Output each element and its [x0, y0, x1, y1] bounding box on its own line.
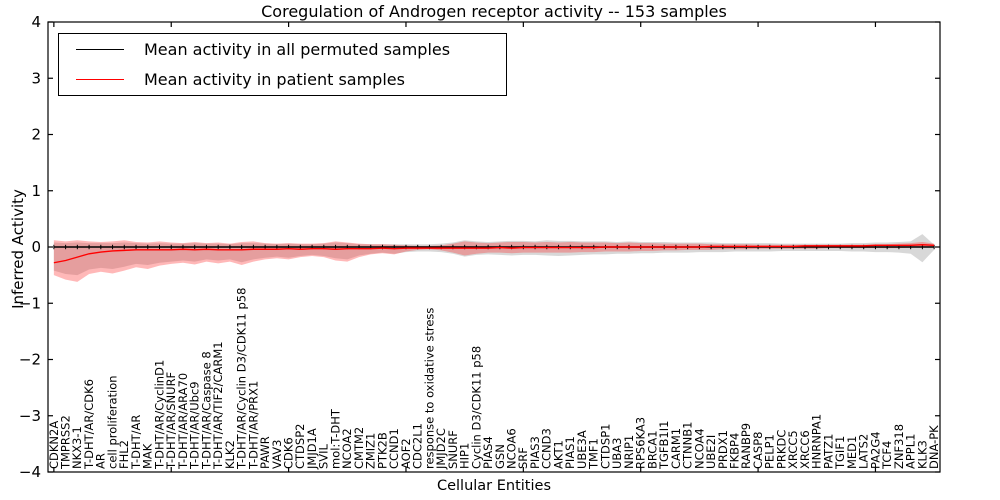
x-category-label: T-DHT/AR/Cyclin D3/CDK11 p58: [235, 288, 249, 470]
x-category-label: JMJD2C: [434, 428, 448, 470]
x-category-label: T-DHT/AR/Caspase 8: [199, 351, 213, 470]
x-category-label: T-DHT/AR/PRX1: [246, 381, 260, 470]
x-category-label: AOF2: [399, 438, 413, 469]
x-category-label: HIP1: [458, 443, 472, 469]
legend-label-permuted: Mean activity in all permuted samples: [144, 40, 451, 60]
x-category-label: response to oxidative stress: [422, 308, 436, 469]
x-category-label: CTDSP1: [598, 424, 612, 469]
x-category-label: PA2G4: [868, 431, 882, 469]
x-category-label: CDC2L1: [411, 423, 425, 469]
x-category-label: PAWR: [258, 436, 272, 469]
x-category-label: NKX3-1: [70, 426, 84, 469]
y-tick-label: 3: [31, 69, 41, 87]
legend-row-patient: Mean activity in patient samples: [59, 66, 506, 93]
x-category-label: T-DHT/AR/SNURF: [164, 372, 178, 470]
x-category-label: CTDSP2: [293, 424, 307, 469]
x-category-label: PIAS3: [528, 436, 542, 469]
patient-samples-range-band: [53, 240, 935, 282]
x-category-label: UBE3A: [575, 430, 589, 469]
y-tick-label: −3: [19, 407, 41, 425]
x-category-label: T-DHT/AR/CyclinD1: [152, 360, 166, 470]
x-category-label: TGFB1I1: [657, 421, 671, 470]
x-category-label: ZNF318: [892, 424, 906, 469]
x-category-label: AR: [94, 453, 108, 469]
x-category-label: TGIF1: [833, 436, 847, 470]
patient-line-swatch: [76, 78, 124, 80]
x-category-label: SNURF: [446, 430, 460, 469]
x-category-label: XRCC5: [786, 430, 800, 469]
x-category-label: CARM1: [669, 428, 683, 469]
x-category-label: CDKN2A: [47, 421, 61, 469]
x-category-label: MED1: [845, 436, 859, 469]
permuted-line-swatch: [76, 49, 124, 51]
x-category-label: Cyclin D3/CDK11 p58: [469, 346, 483, 469]
x-category-label: PELP1: [763, 434, 777, 469]
x-category-label: LATS2: [857, 434, 871, 469]
x-category-label: RANBP9: [739, 423, 753, 469]
x-category-label: APPL1: [904, 434, 918, 469]
legend-label-patient: Mean activity in patient samples: [144, 69, 405, 89]
x-category-label: CCND3: [540, 428, 554, 469]
x-category-label: cell proliferation: [105, 375, 119, 469]
x-category-label: SVIL: [317, 443, 331, 469]
x-category-label: GSN: [493, 444, 507, 469]
x-axis-label: Cellular Entities: [436, 478, 552, 494]
x-category-label: MAK: [141, 443, 155, 469]
x-category-label: PIAS1: [563, 436, 577, 469]
x-category-label: mol:T-DHT: [328, 408, 342, 469]
y-tick-label: 4: [31, 13, 41, 31]
x-category-label: T-DHT/AR: [129, 415, 143, 470]
x-category-label: NRIP1: [622, 435, 636, 469]
x-category-label: VAV3: [270, 440, 284, 469]
x-category-label: CTNNB1: [681, 422, 695, 469]
x-category-label: UBE2I: [704, 435, 718, 469]
x-category-label: NCOA2: [340, 428, 354, 469]
x-category-label: UBA3: [610, 438, 624, 470]
x-category-label: JMJD1A: [305, 428, 319, 470]
y-tick-label: 0: [31, 238, 41, 256]
y-tick-label: −4: [19, 463, 41, 481]
x-category-label: NCOA4: [692, 428, 706, 469]
chart-title: Coregulation of Androgen receptor activi…: [261, 2, 727, 21]
x-category-label: T-DHT/AR/CDK6: [82, 379, 96, 470]
x-category-label: AKT1: [551, 440, 565, 469]
x-category-label: T-DHT/AR/TIF2/CARM1: [211, 341, 225, 470]
x-category-label: PRDX1: [716, 430, 730, 469]
x-category-label: NCOA6: [505, 428, 519, 469]
x-category-label: SRF: [516, 447, 530, 469]
x-category-label: TCF4: [880, 441, 894, 470]
y-tick-label: 2: [31, 126, 41, 144]
x-category-label: PIAS4: [481, 436, 495, 469]
x-category-label: PATZ1: [821, 434, 835, 469]
x-category-label: CCND1: [387, 428, 401, 469]
x-category-label: XRCC6: [798, 430, 812, 469]
x-category-label: PTK2B: [375, 432, 389, 469]
x-category-label: CASP8: [751, 432, 765, 469]
x-category-label: TMF1: [587, 438, 601, 470]
series-line-patient: [53, 244, 935, 264]
x-category-label: RPS6KA3: [634, 417, 648, 469]
legend-row-permuted: Mean activity in all permuted samples: [59, 36, 506, 63]
y-tick-label: 1: [31, 182, 41, 200]
x-category-label: CDK6: [282, 437, 296, 469]
x-category-label: PRKDC: [774, 430, 788, 469]
x-category-label: T-DHT/AR/ARA70: [176, 373, 190, 470]
x-category-label: HNRNPA1: [810, 414, 824, 469]
x-category-label: KLK3: [915, 440, 929, 469]
x-category-label: ZMIZ1: [364, 433, 378, 469]
y-tick-label: −1: [19, 294, 41, 312]
legend: Mean activity in all permuted samples Me…: [58, 33, 507, 96]
permuted-samples-range-band: [53, 234, 935, 276]
x-category-label: KLK2: [223, 440, 237, 469]
x-category-label: DNA-PK: [927, 425, 941, 469]
x-category-label: T-DHT/AR/Ubc9: [188, 381, 202, 470]
x-category-label: CMTM2: [352, 427, 366, 469]
x-category-label: FKBP4: [728, 433, 742, 469]
x-category-label: FHL2: [117, 440, 131, 469]
x-category-label: TMPRSS2: [59, 415, 73, 470]
x-category-label: BRCA1: [645, 430, 659, 469]
y-tick-label: −2: [19, 351, 41, 369]
